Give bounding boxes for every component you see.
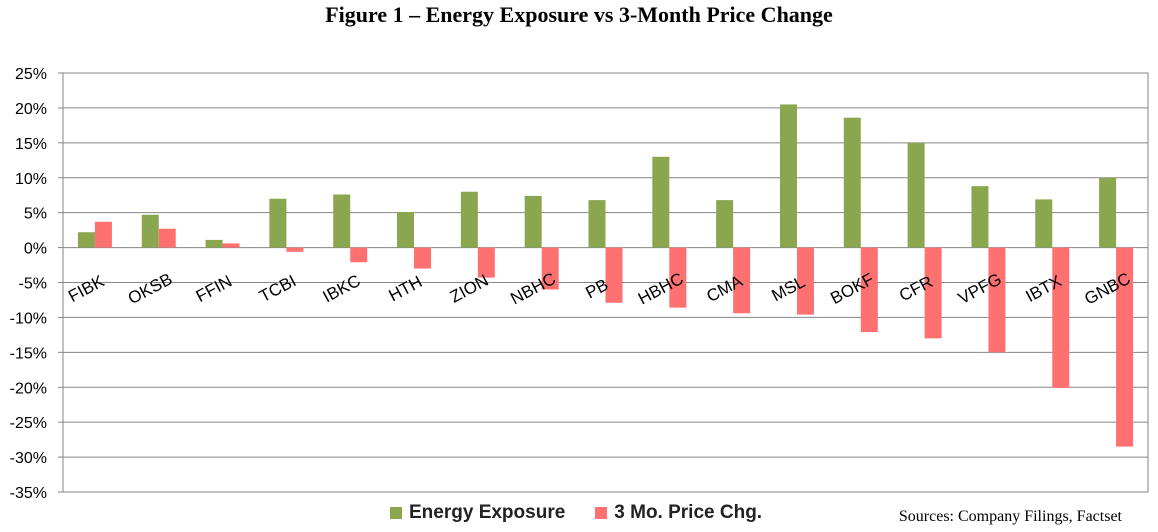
bars (77, 104, 1134, 447)
energy-bar-hbhc (652, 156, 670, 248)
y-tick-label: -10% (10, 310, 47, 327)
y-tick-label: 20% (15, 101, 47, 118)
price-bar-nbhc (541, 247, 559, 290)
energy-bar-bokf (843, 117, 861, 248)
y-tick-label: 10% (15, 171, 47, 188)
legend-item-energy: Energy Exposure (390, 502, 565, 524)
y-axis-ticks: 25% 20% 15% 10% 5% 0% -5% -10% -15% -20% -25% -30% -… (10, 66, 47, 500)
y-tick-label: 0% (24, 241, 47, 258)
category-label-tcbi: TCBI (256, 271, 299, 306)
price-bar-vpfg (988, 247, 1006, 353)
legend-swatch-price (595, 507, 608, 519)
y-tick-label: -15% (10, 345, 47, 362)
energy-bar-pb (588, 200, 606, 248)
legend-label-price: 3 Mo. Price Chg. (614, 502, 763, 523)
price-bar-cfr (924, 247, 942, 339)
category-label-nbhc: NBHC (507, 269, 558, 308)
y-tick-label: 15% (15, 136, 47, 153)
energy-bar-ibtx (1035, 199, 1053, 248)
energy-bar-cfr (907, 142, 925, 248)
legend-item-price: 3 Mo. Price Chg. (595, 502, 762, 524)
category-labels: FIBK OKSB FFIN TCBI IBKC HTH ZION NBHC PB HBHC CMA… (65, 269, 1133, 309)
y-tick-label: 5% (24, 206, 47, 223)
price-bar-bokf (860, 247, 878, 333)
plot-frame (62, 72, 1149, 493)
price-bar-ibtx (1052, 247, 1070, 388)
price-bar-hth (414, 247, 432, 269)
category-label-ibkc: IBKC (320, 271, 364, 306)
energy-bar-oksb (141, 214, 159, 248)
price-bar-ffin (222, 243, 240, 248)
chart: 25% 20% 15% 10% 5% 0% -5% -10% -15% -20% -25% -30% -… (10, 66, 1149, 500)
y-tick-label: -25% (10, 415, 47, 432)
category-label-oksb: OKSB (125, 269, 176, 308)
energy-bar-hth (397, 211, 415, 248)
price-bar-ibkc (350, 247, 368, 263)
legend-swatch-energy (390, 507, 402, 519)
energy-bar-ibkc (333, 194, 351, 248)
price-bar-msl (796, 247, 814, 315)
energy-bar-msl (779, 104, 797, 248)
y-tick-label: -5% (19, 276, 47, 293)
category-label-ffin: FFIN (193, 271, 235, 306)
energy-bar-gnbc (1099, 177, 1117, 248)
y-tick-label: -30% (10, 450, 47, 467)
price-bar-tcbi (286, 247, 304, 252)
energy-bar-zion (460, 191, 478, 248)
legend-label-energy: Energy Exposure (409, 502, 566, 523)
energy-bar-fibk (77, 232, 95, 248)
y-tick-label: -35% (10, 485, 47, 500)
category-label-fibk: FIBK (65, 271, 108, 306)
category-label-zion: ZION (447, 271, 492, 307)
price-bar-zion (477, 247, 495, 278)
price-bar-oksb (158, 228, 176, 248)
energy-bar-tcbi (269, 198, 287, 248)
source-note: Sources: Company Filings, Factset (898, 508, 1122, 525)
chart-title: Figure 1 – Energy Exposure vs 3-Month Pr… (325, 2, 833, 27)
energy-bar-cma (716, 200, 734, 248)
price-bar-hbhc (669, 247, 687, 308)
price-bar-pb (605, 247, 623, 303)
price-bar-fibk (94, 221, 112, 248)
energy-bar-ffin (205, 239, 223, 248)
energy-bar-vpfg (971, 186, 989, 248)
category-label-hth: HTH (386, 272, 426, 305)
price-bar-cma (733, 247, 751, 314)
y-tick-label: 25% (15, 66, 47, 83)
price-bar-gnbc (1116, 247, 1134, 447)
legend: Energy Exposure 3 Mo. Price Chg. (390, 502, 792, 524)
y-tick-label: -20% (10, 380, 47, 397)
energy-bar-nbhc (524, 195, 542, 248)
